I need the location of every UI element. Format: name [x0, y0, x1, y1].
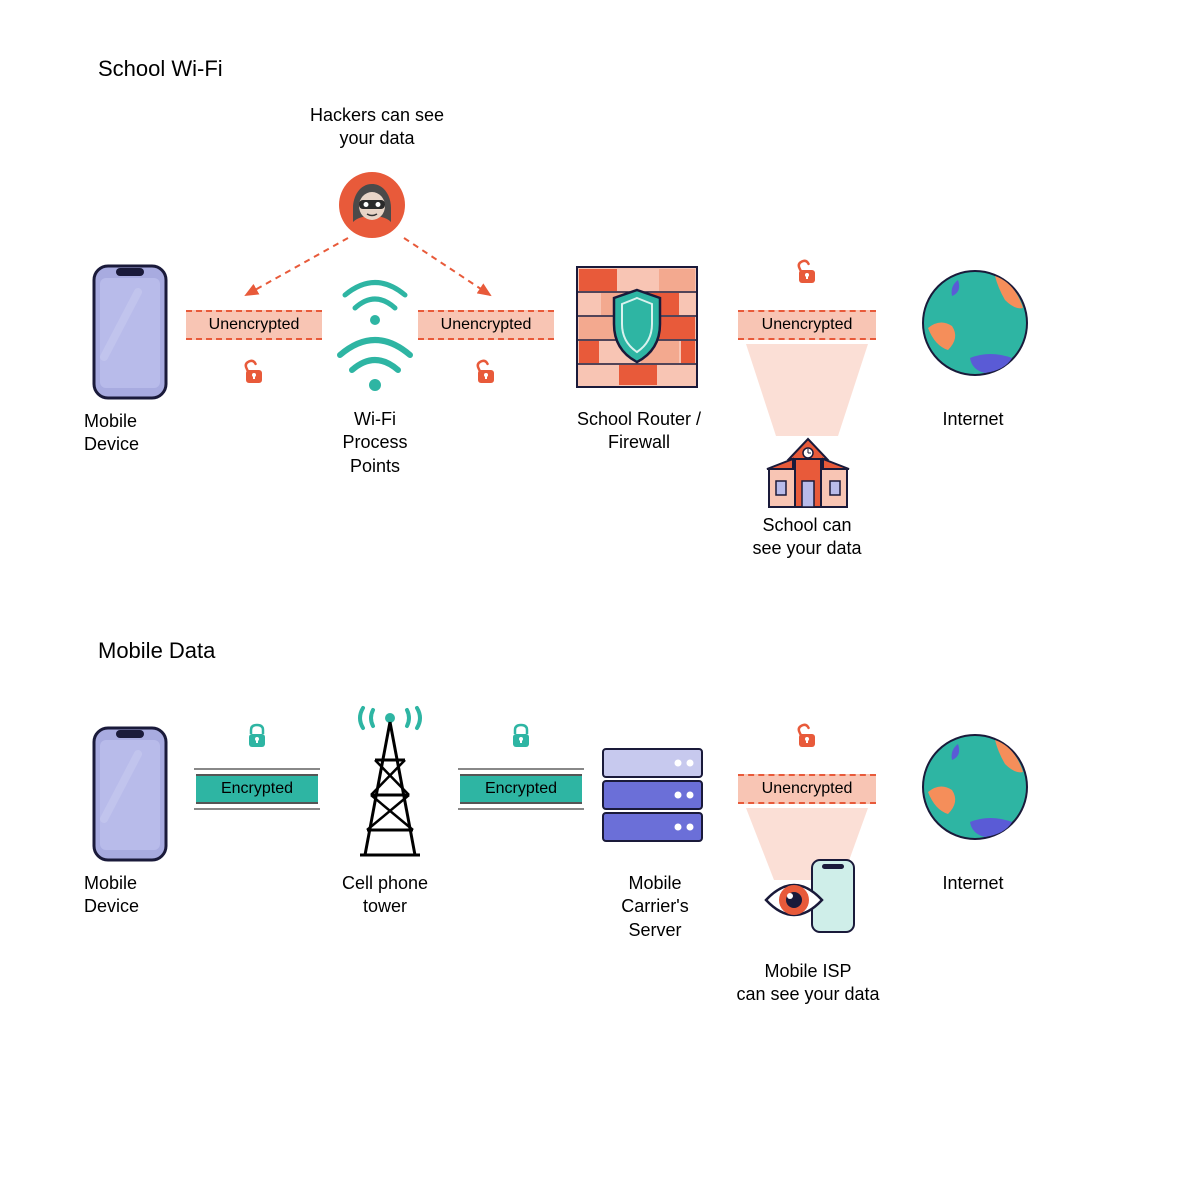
connector-unenc-1: Unencrypted — [186, 310, 322, 340]
cell-tower-icon — [345, 700, 435, 865]
phone-icon — [90, 724, 170, 864]
phone-icon — [90, 262, 170, 402]
observe-cone-school — [740, 340, 875, 440]
internet-label-2: Internet — [918, 872, 1028, 895]
open-lock-icon — [793, 258, 821, 286]
server-icon — [600, 746, 705, 851]
open-lock-icon — [793, 722, 821, 750]
hacker-label: Hackers can see your data — [302, 104, 452, 151]
school-label: School can see your data — [732, 514, 882, 561]
wifi-icon — [330, 270, 420, 405]
firewall-icon — [572, 262, 702, 397]
connector-label: Unencrypted — [738, 774, 876, 804]
server-label: Mobile Carrier's Server — [600, 872, 710, 942]
closed-lock-icon — [244, 722, 270, 750]
phone-label-2: Mobile Device — [84, 872, 174, 919]
connector-enc-1: Encrypted — [196, 774, 318, 804]
open-lock-icon — [240, 358, 268, 386]
connector-unenc-2: Unencrypted — [418, 310, 554, 340]
firewall-label: School Router / Firewall — [555, 408, 723, 455]
section-title-mobile: Mobile Data — [98, 638, 215, 664]
isp-eye-icon — [760, 852, 860, 947]
connector-label: Encrypted — [196, 774, 318, 804]
connector-label: Unencrypted — [186, 310, 322, 340]
globe-icon — [920, 732, 1030, 842]
wifi-label: Wi-Fi Process Points — [320, 408, 430, 478]
connector-enc-2: Encrypted — [460, 774, 582, 804]
connector-unenc-mobile: Unencrypted — [738, 774, 876, 804]
phone-label: Mobile Device — [84, 410, 174, 457]
globe-icon — [920, 268, 1030, 378]
internet-label-1: Internet — [918, 408, 1028, 431]
connector-label: Unencrypted — [738, 310, 876, 340]
isp-label: Mobile ISP can see your data — [718, 960, 898, 1007]
section-title-wifi: School Wi-Fi — [98, 56, 223, 82]
closed-lock-icon — [508, 722, 534, 750]
open-lock-icon — [472, 358, 500, 386]
connector-label: Unencrypted — [418, 310, 554, 340]
school-icon — [765, 435, 851, 516]
connector-unenc-3: Unencrypted — [738, 310, 876, 340]
hacker-icon — [337, 170, 407, 245]
connector-label: Encrypted — [460, 774, 582, 804]
tower-label: Cell phone tower — [320, 872, 450, 919]
